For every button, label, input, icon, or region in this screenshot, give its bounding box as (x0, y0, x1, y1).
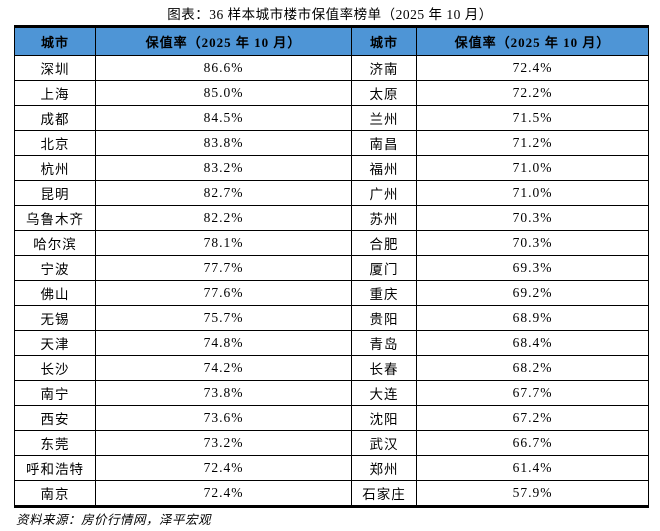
rate-cell: 82.7% (95, 180, 352, 206)
rate-cell: 84.5% (95, 105, 352, 131)
header-rate-left: 保值率（2025 年 10 月） (95, 26, 352, 56)
city-cell: 厦门 (351, 255, 417, 281)
rate-cell: 66.7% (416, 430, 649, 456)
rate-cell: 73.6% (95, 405, 352, 431)
table-row: 昆明 82.7% 广州 71.0% (14, 180, 649, 206)
rate-cell: 85.0% (95, 80, 352, 106)
city-cell: 合肥 (351, 230, 417, 256)
table-row: 佛山 77.6% 重庆 69.2% (14, 280, 649, 306)
table-row: 南京 72.4% 石家庄 57.9% (14, 480, 649, 507)
rate-cell: 71.5% (416, 105, 649, 131)
city-cell: 南宁 (14, 380, 96, 406)
city-cell: 武汉 (351, 430, 417, 456)
table-row: 南宁 73.8% 大连 67.7% (14, 380, 649, 406)
city-cell: 无锡 (14, 305, 96, 331)
rate-cell: 67.2% (416, 405, 649, 431)
table-row: 呼和浩特 72.4% 郑州 61.4% (14, 455, 649, 481)
city-cell: 昆明 (14, 180, 96, 206)
table-row: 上海 85.0% 太原 72.2% (14, 80, 649, 106)
retention-table: 城市 保值率（2025 年 10 月） 城市 保值率（2025 年 10 月） … (14, 25, 649, 508)
table-row: 长沙 74.2% 长春 68.2% (14, 355, 649, 381)
rate-cell: 73.2% (95, 430, 352, 456)
rate-cell: 67.7% (416, 380, 649, 406)
rate-cell: 68.9% (416, 305, 649, 331)
table-row: 北京 83.8% 南昌 71.2% (14, 130, 649, 156)
table-row: 无锡 75.7% 贵阳 68.9% (14, 305, 649, 331)
rate-cell: 72.4% (416, 55, 649, 81)
rate-cell: 72.4% (95, 480, 352, 507)
rate-cell: 57.9% (416, 480, 649, 507)
rate-cell: 73.8% (95, 380, 352, 406)
table-row: 成都 84.5% 兰州 71.5% (14, 105, 649, 131)
city-cell: 天津 (14, 330, 96, 356)
rate-cell: 72.2% (416, 80, 649, 106)
rate-cell: 72.4% (95, 455, 352, 481)
rate-cell: 77.7% (95, 255, 352, 281)
rate-cell: 71.0% (416, 155, 649, 181)
table-row: 哈尔滨 78.1% 合肥 70.3% (14, 230, 649, 256)
chart-title: 图表：36 样本城市楼市保值率榜单（2025 年 10 月） (167, 7, 493, 22)
retention-table-container: 城市 保值率（2025 年 10 月） 城市 保值率（2025 年 10 月） … (14, 25, 649, 508)
city-cell: 宁波 (14, 255, 96, 281)
rate-cell: 74.8% (95, 330, 352, 356)
header-city-right: 城市 (351, 26, 417, 56)
city-cell: 太原 (351, 80, 417, 106)
city-cell: 西安 (14, 405, 96, 431)
city-cell: 佛山 (14, 280, 96, 306)
table-row: 西安 73.6% 沈阳 67.2% (14, 405, 649, 431)
city-cell: 石家庄 (351, 480, 417, 507)
table-row: 乌鲁木齐 82.2% 苏州 70.3% (14, 205, 649, 231)
city-cell: 兰州 (351, 105, 417, 131)
city-cell: 苏州 (351, 205, 417, 231)
rate-cell: 71.0% (416, 180, 649, 206)
rate-cell: 86.6% (95, 55, 352, 81)
table-row: 宁波 77.7% 厦门 69.3% (14, 255, 649, 281)
table-header-row: 城市 保值率（2025 年 10 月） 城市 保值率（2025 年 10 月） (14, 26, 649, 56)
city-cell: 长沙 (14, 355, 96, 381)
rate-cell: 78.1% (95, 230, 352, 256)
rate-cell: 70.3% (416, 230, 649, 256)
rate-cell: 71.2% (416, 130, 649, 156)
city-cell: 深圳 (14, 55, 96, 81)
city-cell: 青岛 (351, 330, 417, 356)
rate-cell: 61.4% (416, 455, 649, 481)
rate-cell: 83.2% (95, 155, 352, 181)
table-row: 天津 74.8% 青岛 68.4% (14, 330, 649, 356)
city-cell: 成都 (14, 105, 96, 131)
rate-cell: 68.2% (416, 355, 649, 381)
city-cell: 南京 (14, 480, 96, 507)
rate-cell: 69.2% (416, 280, 649, 306)
city-cell: 杭州 (14, 155, 96, 181)
rate-cell: 83.8% (95, 130, 352, 156)
table-row: 东莞 73.2% 武汉 66.7% (14, 430, 649, 456)
rate-cell: 77.6% (95, 280, 352, 306)
city-cell: 上海 (14, 80, 96, 106)
city-cell: 北京 (14, 130, 96, 156)
rate-cell: 69.3% (416, 255, 649, 281)
source-note: 资料来源：房价行情网，泽平宏观 (16, 513, 212, 527)
city-cell: 郑州 (351, 455, 417, 481)
city-cell: 长春 (351, 355, 417, 381)
rate-cell: 68.4% (416, 330, 649, 356)
city-cell: 福州 (351, 155, 417, 181)
city-cell: 沈阳 (351, 405, 417, 431)
city-cell: 呼和浩特 (14, 455, 96, 481)
rate-cell: 70.3% (416, 205, 649, 231)
city-cell: 东莞 (14, 430, 96, 456)
table-row: 杭州 83.2% 福州 71.0% (14, 155, 649, 181)
table-row: 深圳 86.6% 济南 72.4% (14, 55, 649, 81)
rate-cell: 82.2% (95, 205, 352, 231)
rate-cell: 74.2% (95, 355, 352, 381)
city-cell: 重庆 (351, 280, 417, 306)
city-cell: 贵阳 (351, 305, 417, 331)
city-cell: 乌鲁木齐 (14, 205, 96, 231)
rate-cell: 75.7% (95, 305, 352, 331)
city-cell: 大连 (351, 380, 417, 406)
header-city-left: 城市 (14, 26, 96, 56)
city-cell: 哈尔滨 (14, 230, 96, 256)
city-cell: 济南 (351, 55, 417, 81)
header-rate-right: 保值率（2025 年 10 月） (416, 26, 649, 56)
city-cell: 广州 (351, 180, 417, 206)
city-cell: 南昌 (351, 130, 417, 156)
